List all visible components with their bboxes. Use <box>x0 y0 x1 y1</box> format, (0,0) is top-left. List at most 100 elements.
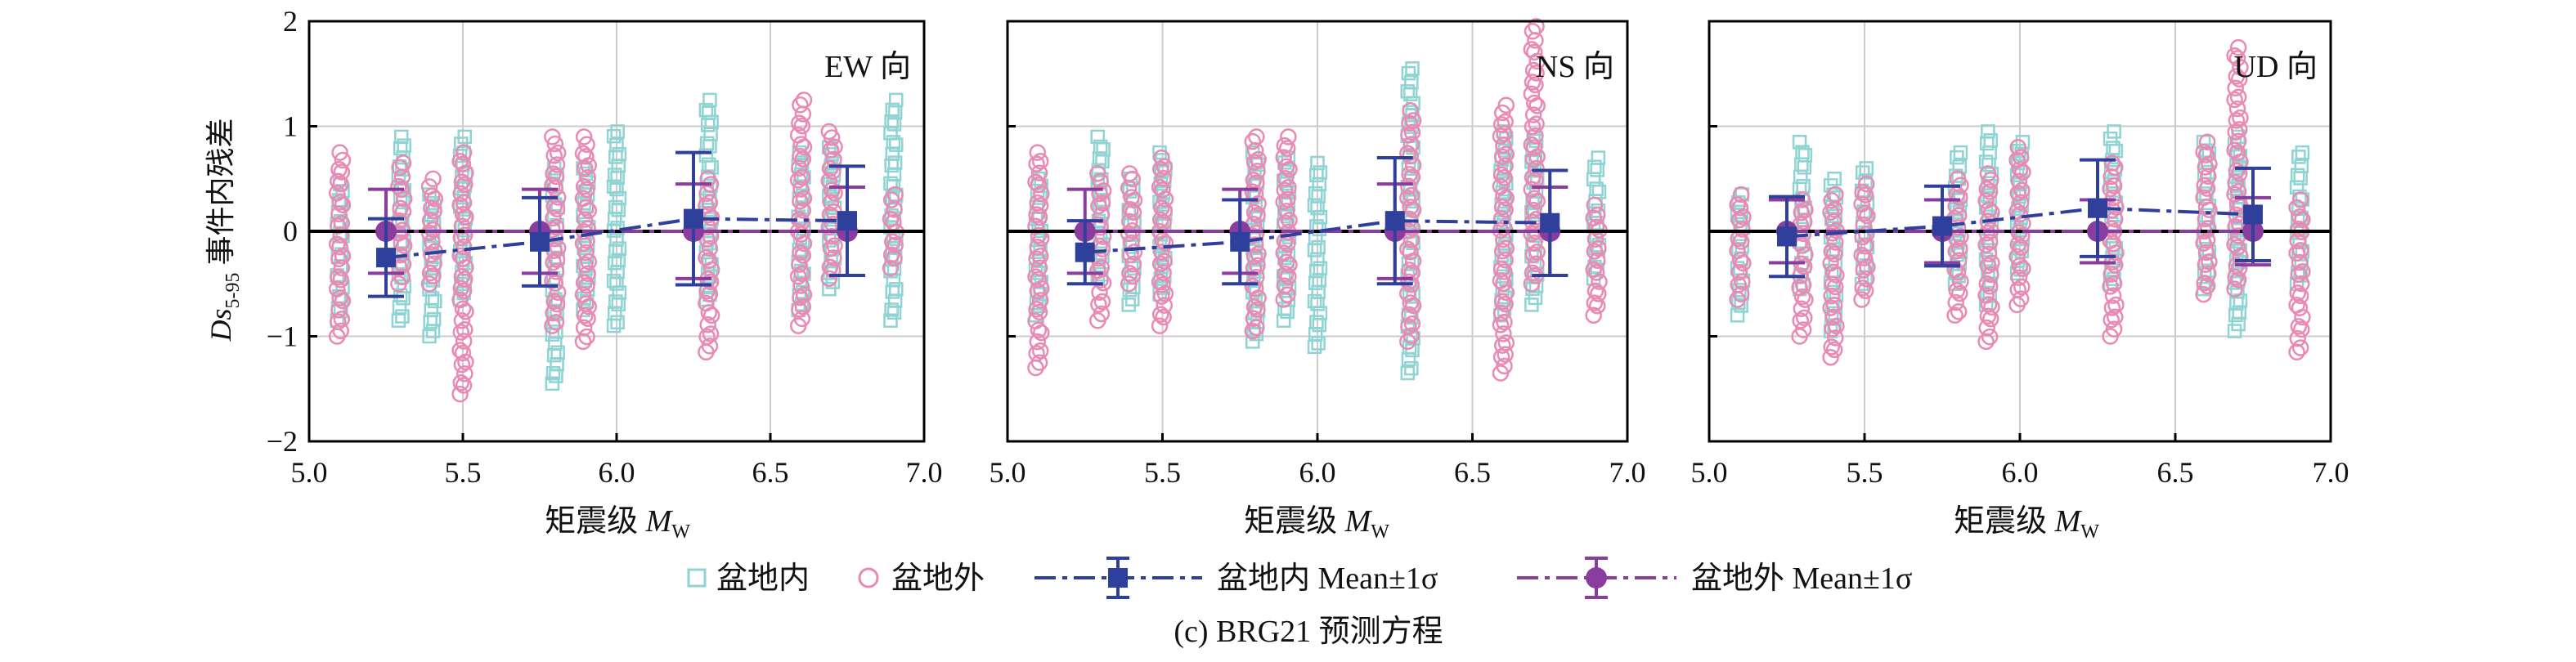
inside-point <box>612 146 627 162</box>
outside-point <box>1492 272 1510 289</box>
inside-point <box>1792 135 1807 150</box>
outside-point <box>1027 268 1044 285</box>
outside-point <box>1977 287 1995 304</box>
legend-symbol-inside <box>687 568 707 588</box>
outside-point <box>2103 168 2120 186</box>
outside-point <box>2013 226 2031 244</box>
outside-point <box>1528 255 1545 272</box>
outside-point <box>791 256 808 273</box>
outside-point <box>1858 175 1875 193</box>
outside-point <box>1492 210 1510 227</box>
outside-point <box>393 234 411 252</box>
panels: 5.0 5.5 6.0 6.5 7.0 −2 −1 0 1 2 EW 向 5.0 5.5 6.0 6.5 7.… <box>267 5 2349 489</box>
outside-point <box>1030 271 1048 289</box>
outside-point <box>1585 261 1602 279</box>
legend-symbol-outside <box>858 567 879 588</box>
outside-point <box>390 177 407 195</box>
outside-point <box>700 304 718 321</box>
outside-point <box>1281 212 1298 229</box>
outside-point <box>1825 297 1843 314</box>
outside-point <box>1402 199 1419 216</box>
outside-point <box>2012 290 2030 307</box>
outside-point <box>2009 185 2026 202</box>
outside-point <box>2291 208 2309 226</box>
chart-panel-1: 5.0 5.5 6.0 6.5 7.0 −2 −1 0 1 2 EW 向 <box>267 5 943 489</box>
outside-point <box>1250 245 1267 262</box>
outside-point <box>455 238 473 256</box>
outside-point <box>545 253 562 271</box>
outside-point <box>1244 322 1262 340</box>
outside-point <box>2010 172 2028 190</box>
outside-point <box>1983 254 2000 271</box>
outside-point <box>1827 186 1844 204</box>
outside-point <box>1979 165 1997 182</box>
outside-point <box>699 315 716 333</box>
outside-point <box>545 209 562 227</box>
outside-point <box>547 313 565 331</box>
outside-point <box>1729 242 1746 260</box>
inside-point <box>886 135 901 150</box>
outside-point <box>1402 101 1419 119</box>
inside-point <box>2291 150 2306 164</box>
inside-point <box>1795 145 1810 159</box>
outside-point <box>2227 218 2244 235</box>
inside-point <box>2103 131 2118 146</box>
outside-point <box>1524 201 1542 219</box>
outside-point <box>1585 306 1602 324</box>
legend-label-outside: 盆地外 <box>891 561 985 596</box>
outside-point <box>698 248 715 266</box>
outside-point <box>451 291 469 309</box>
outside-point <box>1151 160 1169 178</box>
outside-point <box>2231 70 2248 87</box>
outside-point <box>1030 303 1048 320</box>
outside-point <box>886 186 904 204</box>
outside-point <box>2226 186 2243 203</box>
outside-point <box>1528 244 1546 261</box>
outside-point <box>1977 192 1995 209</box>
y-axis-label-sub: 5-95 <box>222 273 244 309</box>
outside-point <box>1093 293 1111 311</box>
outside-point <box>546 135 564 153</box>
inside-point <box>887 155 903 170</box>
outside-point <box>1245 298 1263 315</box>
outside-point <box>1089 262 1106 280</box>
outside-point <box>1982 266 1999 284</box>
outside-point <box>1978 319 1995 337</box>
outside-point <box>423 245 440 263</box>
inside-point <box>1308 186 1323 201</box>
outside-point <box>2226 236 2243 253</box>
outside-point <box>2197 198 2215 216</box>
outside-point <box>1029 144 1047 161</box>
inside-point <box>2290 168 2305 183</box>
inside-point <box>1030 284 1045 298</box>
outside-point <box>578 277 595 294</box>
outside-point <box>1031 292 1049 309</box>
outside-point <box>2228 100 2246 118</box>
inside-point <box>606 273 622 289</box>
outside-point <box>331 289 348 306</box>
outside-point <box>2228 68 2246 85</box>
outside-point <box>792 244 809 262</box>
panel-label: UD 向 <box>2234 50 2318 84</box>
outside-point <box>1496 357 1513 375</box>
outside-point <box>1856 237 1874 255</box>
inside-point <box>1730 261 1745 275</box>
inside-point <box>610 315 625 330</box>
outside-point <box>454 249 472 267</box>
outside-point <box>1497 295 1514 313</box>
outside-point <box>795 286 813 303</box>
outside-point <box>1526 190 1543 207</box>
outside-point <box>2293 320 2310 338</box>
outside-point <box>392 199 409 217</box>
outside-point <box>792 96 809 114</box>
outside-point <box>2102 232 2119 249</box>
outside-point <box>1495 136 1512 154</box>
outside-point <box>1401 165 1418 183</box>
outside-point <box>1275 149 1292 166</box>
outside-point <box>1492 316 1510 333</box>
outside-point <box>1030 176 1048 194</box>
outside-point <box>545 304 562 322</box>
outside-point <box>328 235 346 253</box>
outside-point <box>1492 127 1510 145</box>
outside-point <box>1249 301 1266 318</box>
